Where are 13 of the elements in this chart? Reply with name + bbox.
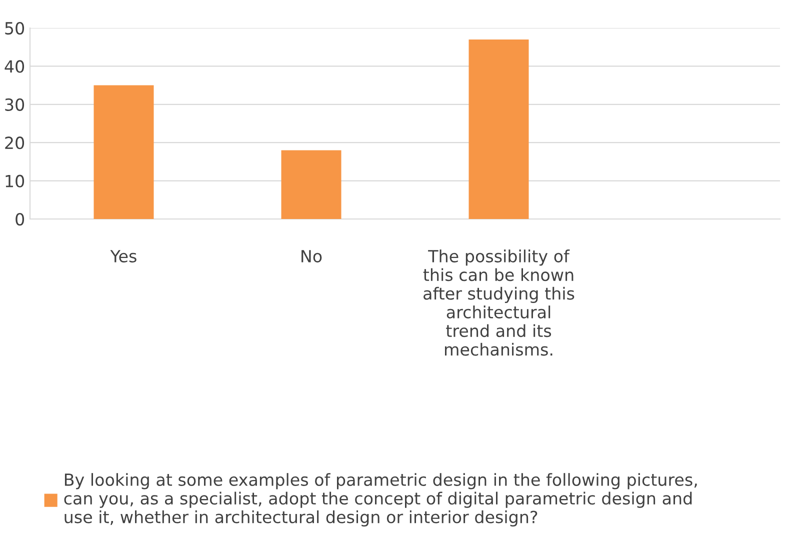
y-tick-label: 0 xyxy=(16,212,24,226)
y-tick-label: 30 xyxy=(5,98,24,111)
legend-label: By looking at some examples of parametric design in the following pictures, can you, as a specialist, adopt the concept of digital parametric design and use it, whether in architectural design or interior design? xyxy=(64,473,697,527)
y-tick-label: 20 xyxy=(5,136,24,150)
y-tick-label: 40 xyxy=(4,60,24,73)
x-tick-label: The possibility of this can be known after studying this architectural trend and its mechanisms. xyxy=(423,250,574,356)
bar xyxy=(281,150,342,219)
x-tick-label: Yes xyxy=(110,250,136,262)
x-tick-label: No xyxy=(302,250,322,262)
y-tick-label: 10 xyxy=(6,174,24,188)
bar xyxy=(468,39,529,219)
y-tick-label: 50 xyxy=(5,22,24,35)
bar xyxy=(94,85,154,219)
